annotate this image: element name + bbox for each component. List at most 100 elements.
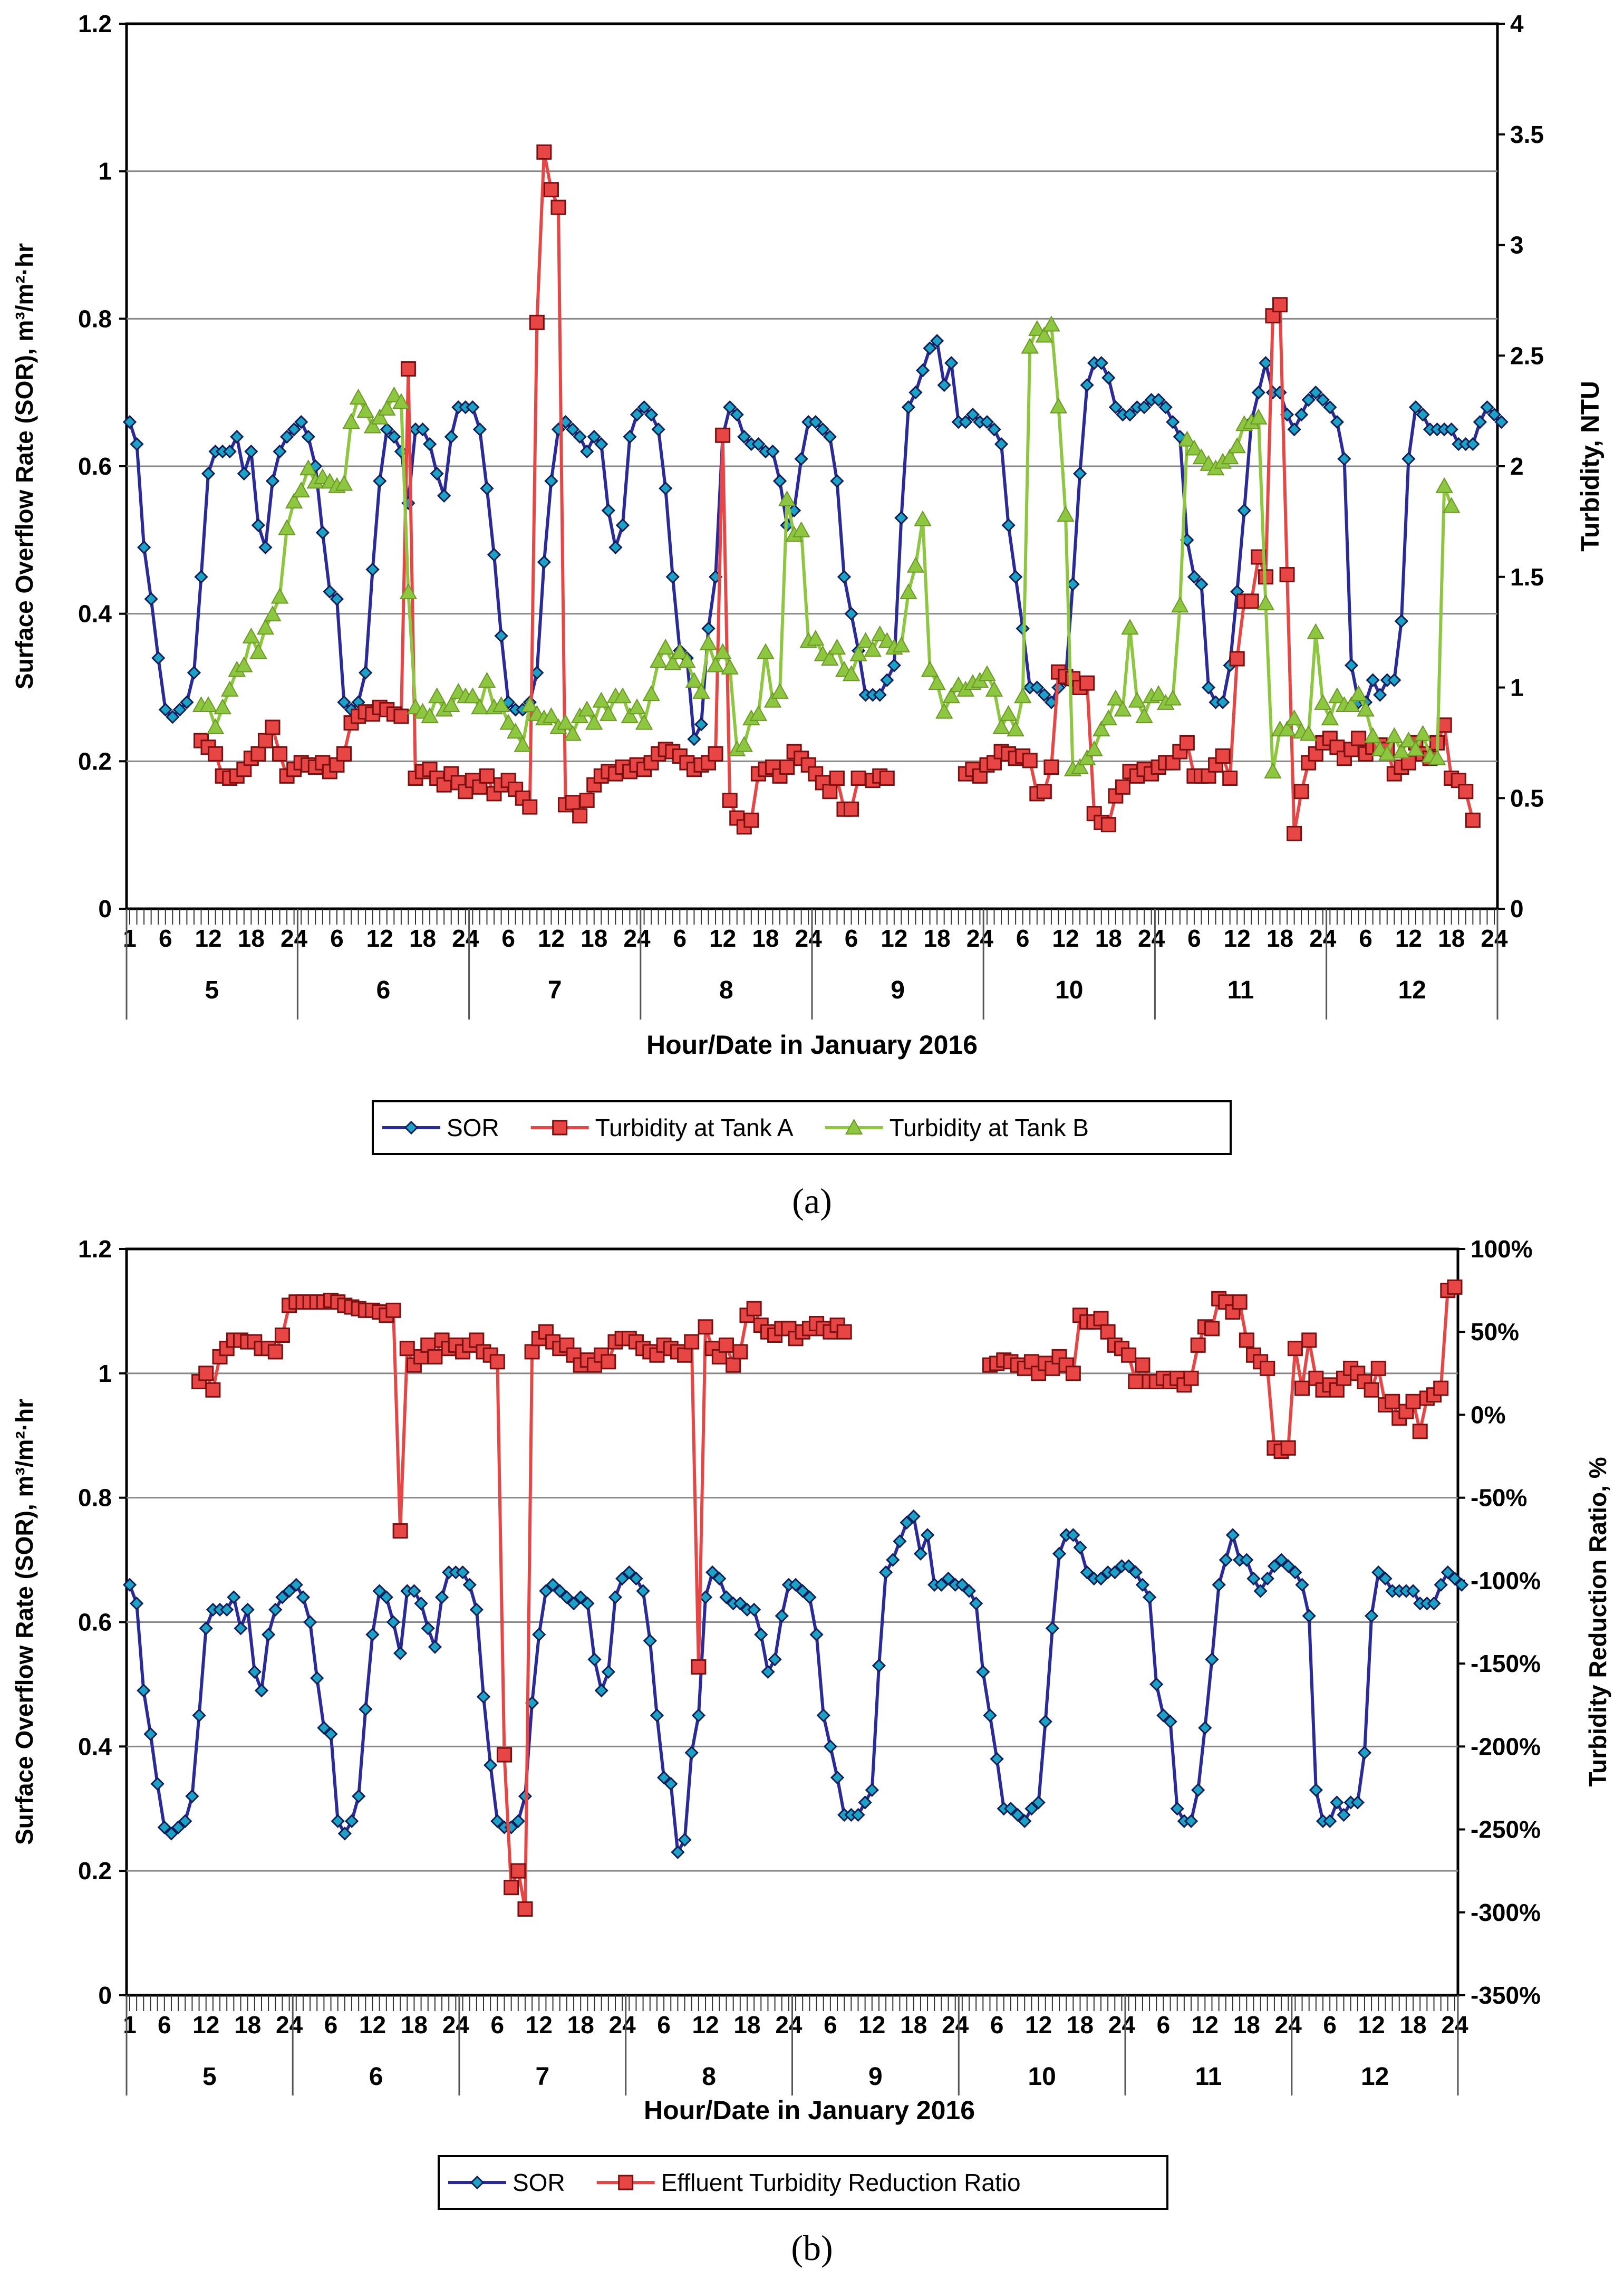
data-point (504, 1880, 519, 1896)
data-point (1179, 735, 1195, 751)
data-point (1281, 1559, 1296, 1573)
data-point (1447, 1571, 1462, 1586)
left-axis-tick-label: 0.2 (78, 1857, 112, 1885)
data-point (1166, 415, 1180, 429)
data-point (1101, 371, 1116, 385)
data-point (1100, 1324, 1116, 1340)
data-point (1264, 762, 1282, 778)
data-point (492, 696, 510, 713)
right-axis-tick-label: -50% (1471, 1484, 1527, 1512)
hour-tick-label: 18 (567, 2011, 594, 2039)
data-point (1149, 1677, 1164, 1691)
data-point (698, 1590, 713, 1604)
data-point (1009, 570, 1023, 584)
data-point (220, 1602, 234, 1617)
data-point (1107, 689, 1125, 706)
hour-tick-label: 6 (1157, 2011, 1171, 2039)
data-point (1228, 437, 1246, 454)
data-point (608, 1590, 623, 1604)
data-point (1330, 415, 1345, 429)
data-point (428, 1640, 442, 1654)
data-point (1427, 1597, 1441, 1611)
data-point (279, 429, 294, 444)
data-point (1201, 680, 1216, 695)
data-point (1035, 326, 1053, 343)
left-axis-tick-label: 1.2 (78, 10, 112, 37)
data-point (1443, 497, 1461, 513)
data-point (1246, 1571, 1261, 1586)
data-point (715, 427, 731, 443)
chart-a: 00.20.40.60.811.2 00.511.522.533.54 1 6 12… (11, 10, 1604, 1221)
right-axis-tick-label: 50% (1471, 1318, 1519, 1345)
data-point (478, 671, 496, 688)
chart-b-x-axis: 1 6 12 18 24 6 12 18 24 6 12 18 24 6 12 18 24 6 12 18 24 6 12 1… (123, 1995, 1468, 2095)
data-point (901, 400, 916, 415)
data-point (723, 400, 737, 415)
data-point (1108, 400, 1123, 415)
data-point (969, 1597, 983, 1611)
data-point (344, 1814, 359, 1828)
data-point (886, 1553, 900, 1567)
data-point (373, 474, 387, 488)
data-point (749, 705, 768, 721)
data-point (965, 407, 980, 422)
data-point (143, 1727, 158, 1741)
hour-tick-label: 6 (330, 925, 344, 952)
right-axis-tick-label: 1 (1510, 674, 1524, 701)
chart-a-left-axis: 0 0.2 0.4 0.6 0.8 1 1.2 (78, 10, 127, 922)
data-point (1351, 730, 1367, 746)
data-point (621, 707, 639, 724)
data-point (671, 1845, 685, 1859)
data-point (372, 1584, 386, 1598)
data-point (387, 429, 401, 444)
data-point (274, 1328, 290, 1343)
data-point (444, 429, 458, 444)
hour-tick-label: 18 (1399, 2011, 1426, 2039)
day-label: 5 (205, 976, 219, 1004)
data-point (342, 413, 360, 429)
data-point (157, 1820, 171, 1834)
data-point (643, 1633, 657, 1648)
data-point (1239, 1332, 1254, 1348)
data-point (1256, 594, 1275, 611)
data-point (985, 680, 1003, 697)
data-point (732, 1344, 748, 1360)
data-point (265, 719, 281, 735)
legend-label: Turbidity at Tank A (595, 1114, 794, 1141)
data-point (264, 605, 282, 622)
data-point (581, 1597, 595, 1611)
data-point (287, 422, 301, 437)
data-point (1274, 1553, 1289, 1567)
data-point (630, 407, 644, 422)
data-point (1342, 696, 1360, 713)
data-point (1128, 691, 1146, 708)
data-point (489, 1354, 505, 1370)
data-point (915, 363, 930, 378)
data-point (587, 1652, 602, 1667)
data-point (573, 429, 587, 444)
data-point (692, 682, 710, 699)
legend-marker (470, 2175, 485, 2190)
data-point (1021, 338, 1039, 354)
data-point (659, 481, 673, 496)
data-point (522, 799, 538, 815)
chart-a-gridlines (127, 170, 1497, 762)
chart-b-y-axis-label: Surface Overflow Rate (SOR), m³/m²·hr (11, 1399, 38, 1845)
data-point (614, 687, 632, 704)
data-point (479, 768, 495, 784)
data-point (1401, 451, 1416, 466)
data-point (1287, 825, 1302, 841)
data-point (893, 1534, 907, 1549)
data-point (254, 1684, 269, 1698)
chart-b-series (122, 1279, 1469, 1917)
data-point (1393, 743, 1410, 759)
data-point (823, 429, 837, 444)
data-point (864, 641, 882, 657)
data-point (892, 636, 911, 652)
data-point (1072, 466, 1087, 481)
data-point (1287, 1341, 1303, 1357)
data-point (1052, 1546, 1067, 1561)
data-point (385, 1302, 401, 1318)
data-point (510, 1863, 526, 1879)
data-point (778, 490, 796, 506)
